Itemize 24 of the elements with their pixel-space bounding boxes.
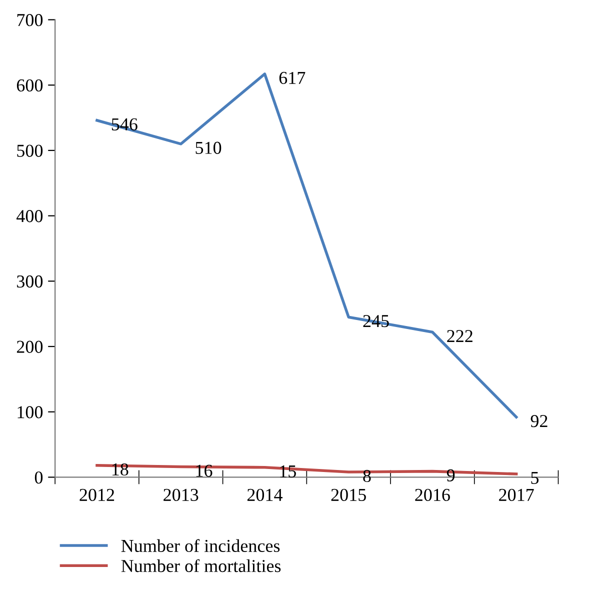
x-tick-label: 2014 <box>247 488 282 502</box>
line-series <box>96 72 518 418</box>
y-tick-label: 400 <box>16 210 43 222</box>
x-tick-label: 2012 <box>80 488 114 502</box>
y-tick-label: 700 <box>17 14 43 26</box>
x-tick-label: 2013 <box>164 488 198 502</box>
x-tick-label: 2015 <box>331 488 366 502</box>
y-tick-label: 300 <box>17 275 43 288</box>
data-label: 16 <box>196 464 212 477</box>
data-label: 617 <box>279 72 306 84</box>
x-tick-label: 2016 <box>415 488 450 502</box>
y-tick-label: 100 <box>18 406 43 418</box>
y-tick-label: 0 <box>34 471 43 484</box>
data-label: 92 <box>530 415 548 428</box>
legend-label: Number of incidences <box>121 539 280 552</box>
legend-label: Number of mortalities <box>121 559 281 572</box>
data-label: 510 <box>196 142 222 154</box>
y-tick-label: 500 <box>17 144 43 157</box>
data-label: 8 <box>363 470 371 482</box>
data-label: 222 <box>447 330 472 342</box>
x-tick-label: 2017 <box>499 488 534 502</box>
y-tick-label: 200 <box>16 340 43 353</box>
data-label: 5 <box>531 472 539 484</box>
y-tick-label: 600 <box>16 79 43 92</box>
